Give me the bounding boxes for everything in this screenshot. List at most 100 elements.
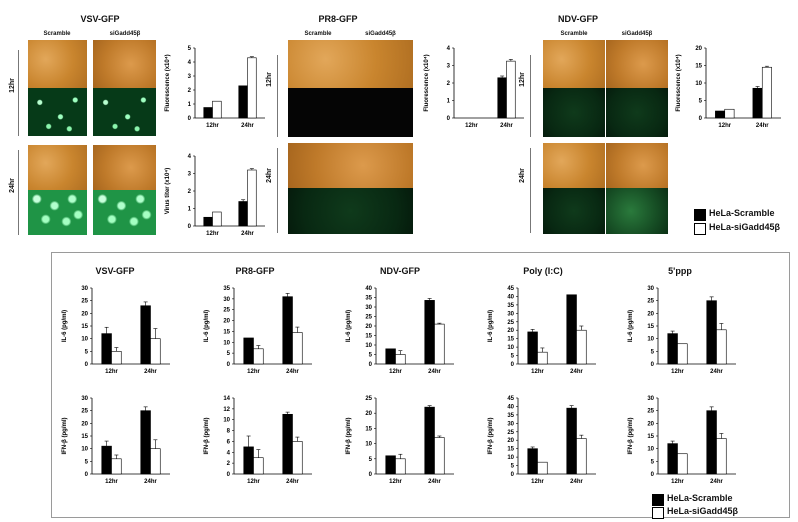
x-tick-label: 12hr [247, 479, 260, 485]
bar-chart-ifnb-5ppp: IFN-β (pg/ml) 0 5 10 15 20 25 30 12hr 24hr [628, 396, 736, 485]
y-tick-label: 5 [188, 46, 192, 52]
y-tick-label: 30 [507, 421, 514, 427]
y-tick-label: 40 [507, 294, 514, 300]
legend-swatch-sigadd45b [652, 507, 664, 519]
y-axis-label: IFN-β (pg/ml) [204, 418, 210, 455]
y-tick-label: 0 [651, 362, 655, 368]
bar [253, 457, 264, 475]
x-tick-label: 12hr [389, 479, 402, 485]
bar-chart-il6-vsv: IL-6 (pg/ml) 0 5 10 15 20 25 30 12hr 24hr [62, 286, 170, 375]
x-tick-label: 24hr [428, 369, 441, 375]
y-tick-label: 35 [507, 303, 514, 309]
bar [395, 354, 406, 365]
chart-title: NDV-GFP [379, 266, 420, 276]
bar [238, 85, 248, 119]
micrograph-brightfield [543, 143, 605, 188]
y-tick-label: 10 [695, 81, 702, 87]
sigadd45b-col-label: siGadd45β [621, 31, 653, 37]
bar [385, 348, 396, 365]
y-tick-label: 2 [227, 461, 231, 467]
bar [527, 448, 538, 475]
y-tick-label: 0 [227, 472, 231, 478]
micrograph-brightfield [288, 143, 413, 188]
y-tick-label: 15 [647, 434, 654, 440]
y-tick-label: 2 [188, 189, 192, 195]
y-tick-label: 20 [365, 411, 372, 417]
y-tick-label: 30 [647, 396, 654, 402]
micrograph-brightfield [28, 145, 87, 190]
bar [282, 413, 293, 475]
y-axis-label: IFN-β (pg/ml) [346, 418, 352, 455]
y-tick-label: 6 [227, 439, 231, 445]
y-tick-label: 20 [695, 46, 702, 52]
y-tick-label: 4 [447, 46, 451, 52]
row-label-24hr: 24hr [8, 178, 16, 193]
y-tick-label: 14 [223, 396, 230, 402]
x-tick-label: 12hr [671, 369, 684, 375]
y-tick-label: 5 [511, 464, 515, 470]
bar-chart-pr8-fluorescence: Fluorescence (x10⁴) 0 1 2 3 4 12hr 24hr [424, 46, 524, 129]
y-tick-label: 25 [365, 315, 372, 321]
bar [243, 446, 254, 475]
y-tick-label: 5 [699, 99, 703, 105]
y-tick-label: 20 [81, 311, 88, 317]
ndv-gfp-title: NDV-GFP [557, 14, 598, 24]
micrograph-brightfield [93, 40, 156, 88]
bar-chart-ndv-fluorescence: Fluorescence (x10⁴) 0 5 10 15 20 12hr 24hr [676, 46, 781, 129]
y-tick-label: 0 [369, 472, 373, 478]
bar [537, 351, 548, 365]
micrograph-gfp [606, 188, 668, 234]
y-tick-label: 15 [647, 324, 654, 330]
y-tick-label: 20 [507, 328, 514, 334]
bar [677, 453, 688, 475]
x-tick-label: 12hr [105, 369, 118, 375]
y-tick-label: 10 [81, 447, 88, 453]
chart-title: 5'ppp [668, 266, 692, 276]
bar [150, 338, 161, 365]
row-bracket [18, 50, 19, 136]
bar [576, 438, 587, 475]
row-bracket [530, 148, 531, 233]
y-tick-label: 20 [647, 311, 654, 317]
bar [424, 406, 435, 475]
legend-label-scramble: HeLa-Scramble [667, 493, 733, 503]
x-tick-label: 24hr [570, 479, 583, 485]
x-tick-label: 24hr [756, 123, 769, 129]
y-tick-label: 25 [507, 430, 514, 436]
x-tick-label: 12hr [206, 231, 219, 237]
y-axis-label: IL-6 (pg/ml) [628, 310, 634, 342]
y-tick-label: 15 [695, 64, 702, 70]
y-tick-label: 15 [223, 329, 230, 335]
y-tick-label: 4 [188, 60, 192, 66]
y-tick-label: 20 [81, 421, 88, 427]
y-tick-label: 30 [223, 297, 230, 303]
bar [140, 410, 151, 475]
y-tick-label: 5 [227, 351, 231, 357]
y-tick-label: 10 [365, 442, 372, 448]
y-axis-label: IL-6 (pg/ml) [62, 310, 68, 342]
y-tick-label: 35 [507, 413, 514, 419]
y-tick-label: 0 [188, 224, 192, 230]
bar [706, 410, 717, 475]
sigadd45b-col-label: siGadd45β [109, 31, 141, 37]
bar [576, 329, 587, 365]
x-tick-label: 24hr [570, 369, 583, 375]
y-tick-label: 15 [81, 324, 88, 330]
pr8-gfp-title: PR8-GFP [318, 14, 358, 24]
bar-chart-vsv-titer: Virus titer (x10⁴) 0 1 2 3 4 12hr 24hr [165, 154, 265, 237]
bar [497, 77, 507, 119]
y-tick-label: 40 [365, 286, 372, 292]
vsv-gfp-title: VSV-GFP [80, 14, 120, 24]
legend-label-sigadd45b: HeLa-siGadd45β [667, 506, 739, 516]
bar [101, 445, 112, 475]
micrograph-gfp [288, 188, 413, 234]
y-tick-label: 20 [507, 438, 514, 444]
y-axis-label: IFN-β (pg/ml) [488, 418, 494, 455]
y-tick-label: 0 [699, 116, 703, 122]
x-tick-label: 12hr [389, 369, 402, 375]
bar [292, 332, 303, 365]
y-tick-label: 10 [223, 340, 230, 346]
y-tick-label: 10 [507, 345, 514, 351]
y-tick-label: 1 [447, 99, 451, 105]
bar [706, 300, 717, 365]
